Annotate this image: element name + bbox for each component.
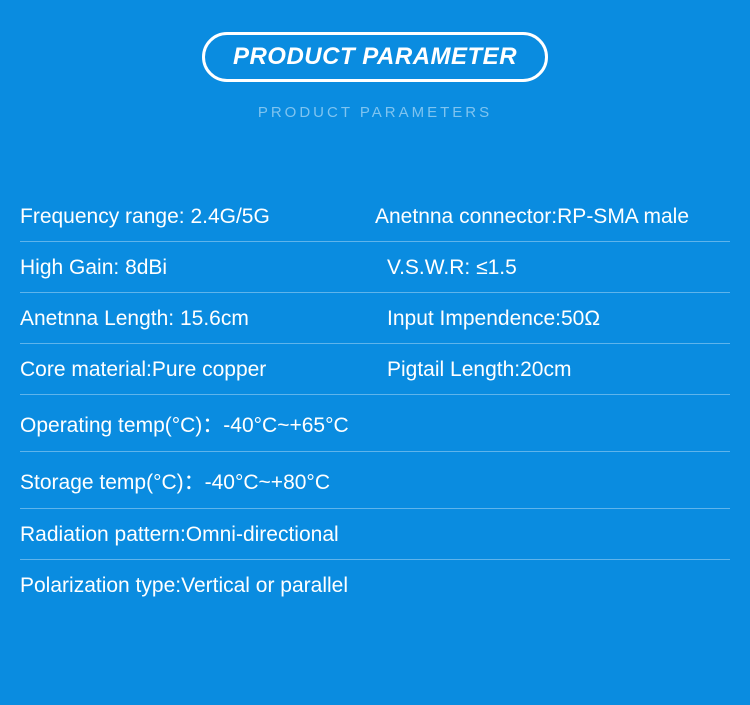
param-label: Radiation pattern:	[20, 523, 186, 546]
param-value: -40°C~+80°C	[205, 471, 330, 494]
table-row: High Gain: 8dBi V.S.W.R: ≤1.5	[20, 242, 730, 293]
page-title: PRODUCT PARAMETER	[202, 32, 548, 82]
param-label: V.S.W.R:	[387, 256, 476, 279]
param-cell: Input Impendence:50Ω	[375, 307, 730, 331]
param-cell: Core material:Pure copper	[20, 358, 375, 382]
param-cell: Operating temp(°C)：-40°C~+65°C	[20, 409, 730, 439]
param-cell: Radiation pattern:Omni-directional	[20, 523, 730, 547]
param-label: Anetnna connector:	[375, 205, 557, 228]
param-label: Storage temp(°C)：	[20, 471, 205, 494]
param-cell: Anetnna Length: 15.6cm	[20, 307, 375, 331]
parameter-list: Frequency range: 2.4G/5G Anetnna connect…	[0, 191, 750, 610]
param-cell: Polarization type:Vertical or parallel	[20, 574, 730, 598]
param-label: Operating temp(°C)：	[20, 414, 223, 437]
table-row: Polarization type:Vertical or parallel	[20, 560, 730, 610]
param-cell: Storage temp(°C)：-40°C~+80°C	[20, 466, 730, 496]
param-value: 2.4G/5G	[190, 205, 269, 228]
param-value: Vertical or parallel	[181, 574, 348, 597]
param-value: -40°C~+65°C	[223, 414, 348, 437]
page-subtitle: PRODUCT PARAMETERS	[0, 104, 750, 121]
param-value: Pure copper	[152, 358, 266, 381]
param-cell: V.S.W.R: ≤1.5	[375, 256, 730, 280]
table-row: Storage temp(°C)：-40°C~+80°C	[20, 452, 730, 509]
param-value: 15.6cm	[180, 307, 249, 330]
param-cell: Frequency range: 2.4G/5G	[20, 205, 375, 229]
param-label: High Gain:	[20, 256, 125, 279]
param-cell: High Gain: 8dBi	[20, 256, 375, 280]
param-value: 8dBi	[125, 256, 167, 279]
param-value: 50Ω	[561, 307, 600, 330]
param-value: 20cm	[520, 358, 571, 381]
header: PRODUCT PARAMETER PRODUCT PARAMETERS	[0, 0, 750, 121]
param-cell: Anetnna connector:RP-SMA male	[375, 205, 730, 229]
table-row: Radiation pattern:Omni-directional	[20, 509, 730, 560]
param-label: Frequency range:	[20, 205, 190, 228]
table-row: Anetnna Length: 15.6cm Input Impendence:…	[20, 293, 730, 344]
param-label: Polarization type:	[20, 574, 181, 597]
param-value: Omni-directional	[186, 523, 339, 546]
param-label: Input Impendence:	[387, 307, 561, 330]
table-row: Frequency range: 2.4G/5G Anetnna connect…	[20, 191, 730, 242]
table-row: Core material:Pure copper Pigtail Length…	[20, 344, 730, 395]
param-label: Pigtail Length:	[387, 358, 520, 381]
param-cell: Pigtail Length:20cm	[375, 358, 730, 382]
param-value: ≤1.5	[476, 256, 517, 279]
table-row: Operating temp(°C)：-40°C~+65°C	[20, 395, 730, 452]
param-label: Anetnna Length:	[20, 307, 180, 330]
param-label: Core material:	[20, 358, 152, 381]
param-value: RP-SMA male	[557, 205, 689, 228]
